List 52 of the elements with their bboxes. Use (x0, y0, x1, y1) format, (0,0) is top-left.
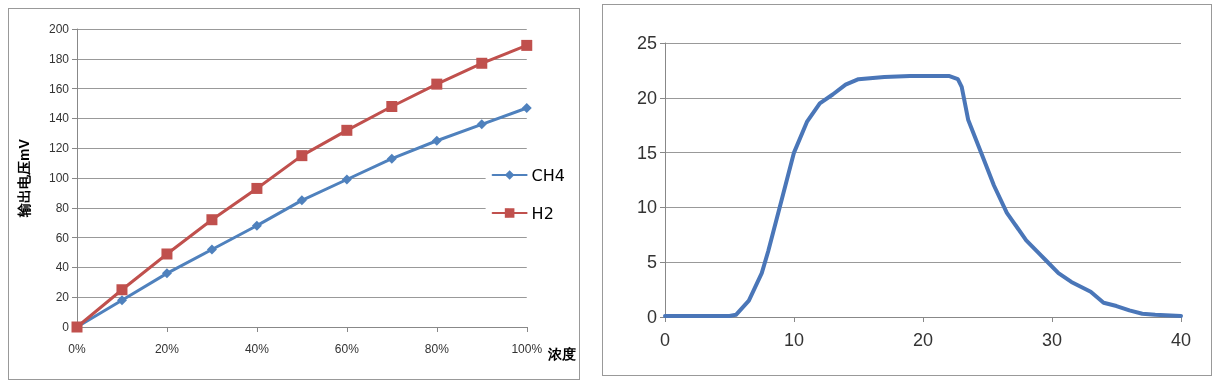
point (521, 102, 532, 113)
legend-label: CH4 (531, 165, 566, 185)
y-tick-label: 140 (48, 111, 70, 126)
point (161, 268, 172, 279)
x-tick-label: 60% (334, 342, 360, 356)
y-tick-label: 80 (55, 200, 70, 215)
point (251, 220, 262, 231)
x-tick-label: 100% (511, 342, 543, 356)
y-tick-label: 5 (646, 252, 657, 273)
y-tick-label: 120 (48, 141, 70, 156)
y-tick-label: 180 (48, 51, 70, 66)
point (296, 195, 307, 206)
x-tick-label: 20 (912, 330, 934, 350)
y-tick-label: 0 (646, 307, 657, 327)
point (521, 39, 533, 51)
point (386, 100, 398, 112)
y-tick-label: 20 (55, 290, 70, 305)
y-tick-label: 10 (636, 197, 657, 218)
y-tick-label: 200 (48, 22, 70, 36)
x-tick-label: 80% (424, 342, 450, 356)
y-tick-label: 25 (636, 33, 657, 53)
x-tick-label: 20% (154, 342, 180, 356)
x-tick-label: 40% (244, 342, 270, 356)
point (341, 124, 353, 136)
x-tick-label: 30 (1041, 330, 1063, 350)
y-tick-label: 100 (48, 171, 70, 185)
y-tick-label: 20 (636, 87, 657, 108)
y-tick-label: 160 (48, 81, 70, 96)
point (161, 248, 173, 260)
x-tick-label: 0 (659, 330, 671, 350)
point (206, 214, 218, 226)
point (116, 295, 127, 306)
point (341, 174, 352, 185)
x-tick-label: 0% (68, 342, 86, 356)
point (431, 78, 443, 90)
point (251, 182, 263, 194)
point (116, 284, 128, 296)
y-tick-label: 0 (62, 320, 70, 334)
point (431, 135, 442, 146)
x-tick-label: 10 (783, 330, 805, 350)
x-axis-title: 浓度 (547, 346, 576, 362)
point (296, 150, 308, 162)
y-axis-title: 输出电压mV (16, 138, 32, 218)
point (476, 57, 488, 69)
legend-label: H2 (531, 203, 554, 223)
point (386, 153, 397, 164)
x-tick-label: 40 (1170, 330, 1192, 350)
y-tick-label: 60 (55, 230, 70, 245)
y-tick-label: 15 (636, 142, 657, 163)
point (206, 244, 217, 255)
point (476, 119, 487, 130)
y-tick-label: 40 (55, 260, 70, 275)
